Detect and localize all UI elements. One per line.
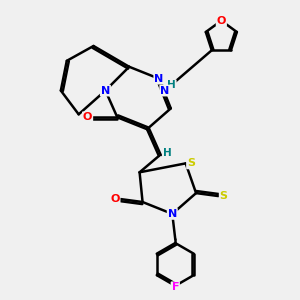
Text: S: S xyxy=(220,191,228,201)
Text: F: F xyxy=(172,282,179,292)
Text: N: N xyxy=(160,85,170,96)
Text: N: N xyxy=(101,85,110,96)
Text: H: H xyxy=(164,148,172,158)
Text: S: S xyxy=(187,158,195,168)
Text: O: O xyxy=(83,112,92,122)
Text: N: N xyxy=(154,74,164,84)
Text: O: O xyxy=(217,16,226,26)
Text: N: N xyxy=(168,209,177,219)
Text: O: O xyxy=(110,194,120,204)
Text: H: H xyxy=(167,80,176,90)
